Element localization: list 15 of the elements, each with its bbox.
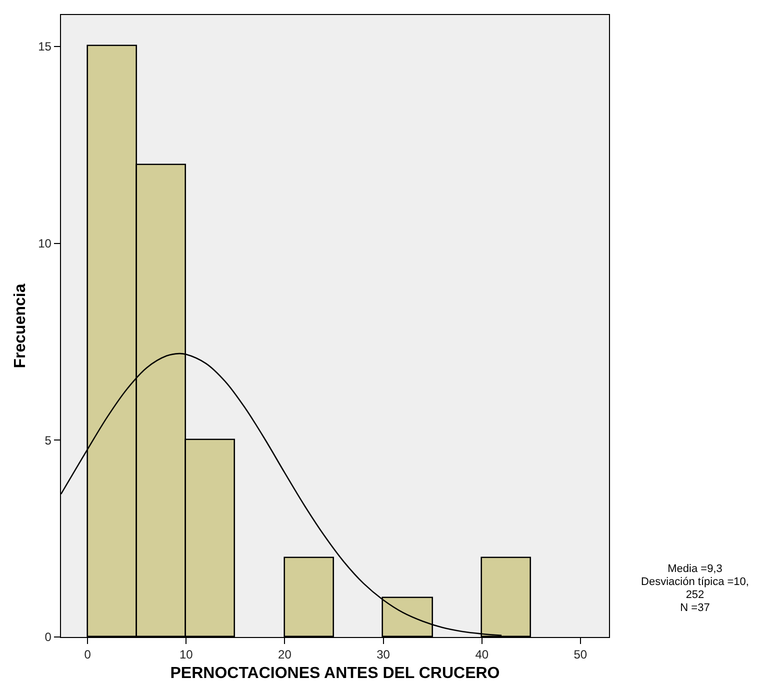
x-tick-label: 10 [179,648,194,662]
y-tick-label: 15 [38,40,52,54]
x-tick-label: 30 [376,648,390,662]
y-axis-title: Frecuencia [12,284,29,368]
text: Desviación típica =10,252 [640,576,750,602]
y-tick-label: 0 [44,630,52,644]
text: Media =9,3 [666,563,724,576]
text: N =37 [679,602,711,615]
x-tick-label: 50 [574,648,588,662]
y-tick-label: 5 [44,433,52,448]
x-tick-label: 20 [278,648,292,662]
y-tick-label: 10 [38,236,52,251]
x-tick-label: 0 [84,648,92,662]
x-axis-title: PERNOCTACIONES ANTES DEL CRUCERO [170,665,500,682]
x-tick-label: 40 [475,648,489,662]
